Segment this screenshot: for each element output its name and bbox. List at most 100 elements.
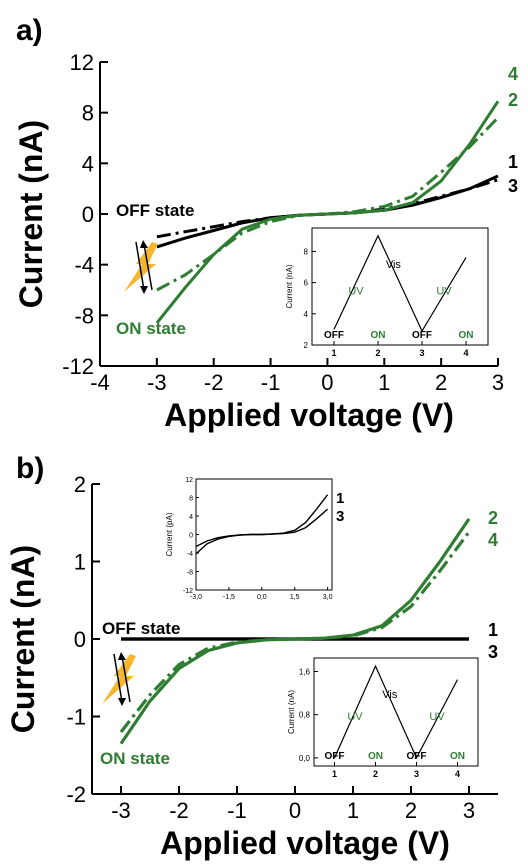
y-tick-label: 4: [82, 151, 94, 176]
inset-switching-trace: [333, 234, 467, 333]
x-tick-label: 2: [405, 798, 417, 823]
arrow-down-icon: [113, 653, 123, 703]
x-tick-label: -2: [204, 370, 224, 395]
y-tick-label: 2: [74, 472, 86, 497]
y-axis-label: Current (nA): [5, 545, 41, 733]
inset-off-label: OFF: [412, 330, 432, 341]
top-inset-y-tick-label: -8: [187, 570, 193, 577]
top-inset-y-tick-label: 12: [185, 477, 193, 484]
y-tick-label: -12: [62, 354, 94, 379]
inset-uv-label: UV: [436, 286, 452, 298]
y-tick-label: 0: [82, 202, 94, 227]
top-inset-x-tick-label: 3,0: [323, 594, 333, 601]
top-inset-y-tick-label: -12: [183, 588, 193, 595]
arrow-up-icon: [143, 243, 153, 291]
top-inset-series-label-3: 3: [336, 508, 344, 525]
top-inset-y-tick-label: 4: [189, 514, 193, 521]
inset-y-tick-label: 0,0: [299, 754, 311, 763]
arrow-down-icon: [135, 241, 145, 291]
inset-y-tick-label: 0,8: [299, 711, 311, 720]
inset-y-tick-label: 4: [304, 310, 309, 319]
y-tick-label: -1: [66, 704, 86, 729]
inset-on-label: ON: [368, 751, 383, 762]
y-tick-label: 1: [74, 549, 86, 574]
x-tick-label: 3: [463, 798, 475, 823]
inset-x-tick-label: 3: [414, 769, 419, 779]
inset-on-label: ON: [459, 330, 474, 341]
inset-uv-label: UV: [347, 711, 363, 723]
series-line-4: [119, 531, 471, 733]
top-inset-x-tick-label: -3,0: [190, 594, 202, 601]
x-tick-label: -3: [147, 370, 167, 395]
arrowhead-icon: [118, 652, 126, 660]
inset-y-tick-label: 2: [304, 341, 309, 350]
y-tick-label: 8: [82, 101, 94, 126]
inset-x-tick-label: 2: [375, 348, 380, 358]
x-axis-label: Applied voltage (V): [164, 397, 454, 433]
on-state-annotation: ON state: [100, 749, 170, 768]
series-label-3: 3: [488, 642, 498, 662]
x-tick-label: 0: [289, 798, 301, 823]
inset-y-tick-label: 1,6: [299, 668, 311, 677]
x-tick-label: 1: [347, 798, 359, 823]
y-tick-label: -2: [66, 782, 86, 807]
series-label-1: 1: [488, 620, 498, 640]
y-tick-label: 12: [70, 50, 94, 75]
inset-x-tick-label: 2: [373, 769, 378, 779]
inset-on-label: ON: [371, 330, 386, 341]
x-tick-label: -1: [227, 798, 247, 823]
inset-off-label: OFF: [407, 751, 427, 762]
panel-label: a): [16, 14, 43, 47]
inset-y-tick-label: 8: [304, 247, 309, 256]
inset-on-label: ON: [450, 751, 465, 762]
inset-y-axis-label: Current (nA): [285, 264, 294, 308]
inset-x-tick-label: 4: [455, 769, 460, 779]
arrow-up-icon: [121, 655, 131, 703]
series-label-2: 2: [508, 90, 518, 110]
x-tick-label: -4: [90, 370, 110, 395]
lightning-bolt-icon: [124, 242, 158, 292]
y-tick-label: -4: [74, 253, 94, 278]
inset-off-label: OFF: [324, 330, 344, 341]
top-inset-y-tick-label: 8: [189, 496, 193, 503]
arrowhead-icon: [118, 698, 126, 706]
inset-frame: [311, 227, 489, 346]
series-label-3: 3: [508, 176, 518, 196]
top-inset-y-axis-label: Current (pA): [165, 512, 174, 556]
inset-vis-label: Vis: [386, 259, 402, 271]
top-inset-series-label-1: 1: [336, 490, 344, 507]
x-tick-label: -3: [111, 798, 131, 823]
top-inset-x-tick-label: -1,5: [223, 594, 235, 601]
series-label-4: 4: [508, 64, 518, 84]
inset-x-tick-label: 4: [463, 348, 468, 358]
lightning-bolt-icon: [102, 654, 136, 704]
y-tick-label: 0: [74, 627, 86, 652]
top-inset-x-tick-label: 0,0: [257, 594, 267, 601]
inset-x-tick-label: 3: [419, 348, 424, 358]
inset-x-tick-label: 1: [331, 348, 336, 358]
top-inset-y-tick-label: 0: [189, 533, 193, 540]
series-line-4: [155, 100, 500, 324]
x-tick-label: 0: [321, 370, 333, 395]
y-tick-label: -8: [74, 303, 94, 328]
inset-uv-label: UV: [348, 286, 364, 298]
inset-vis-label: Vis: [382, 689, 398, 701]
x-tick-label: 3: [492, 370, 504, 395]
series-label-4: 4: [488, 530, 498, 550]
on-state-annotation: ON state: [116, 319, 186, 338]
arrowhead-icon: [140, 286, 148, 294]
panel-label: b): [16, 452, 44, 485]
off-state-annotation: OFF state: [116, 201, 194, 220]
x-axis-label: Applied voltage (V): [160, 825, 450, 861]
inset-uv-label: UV: [429, 711, 445, 723]
arrowhead-icon: [140, 240, 148, 248]
x-tick-label: -2: [169, 798, 189, 823]
x-tick-label: 2: [435, 370, 447, 395]
inset-x-tick-label: 1: [332, 769, 337, 779]
x-tick-label: -1: [261, 370, 281, 395]
inset-y-axis-label: Current (nA): [287, 690, 296, 734]
top-inset-x-tick-label: 1,5: [290, 594, 300, 601]
